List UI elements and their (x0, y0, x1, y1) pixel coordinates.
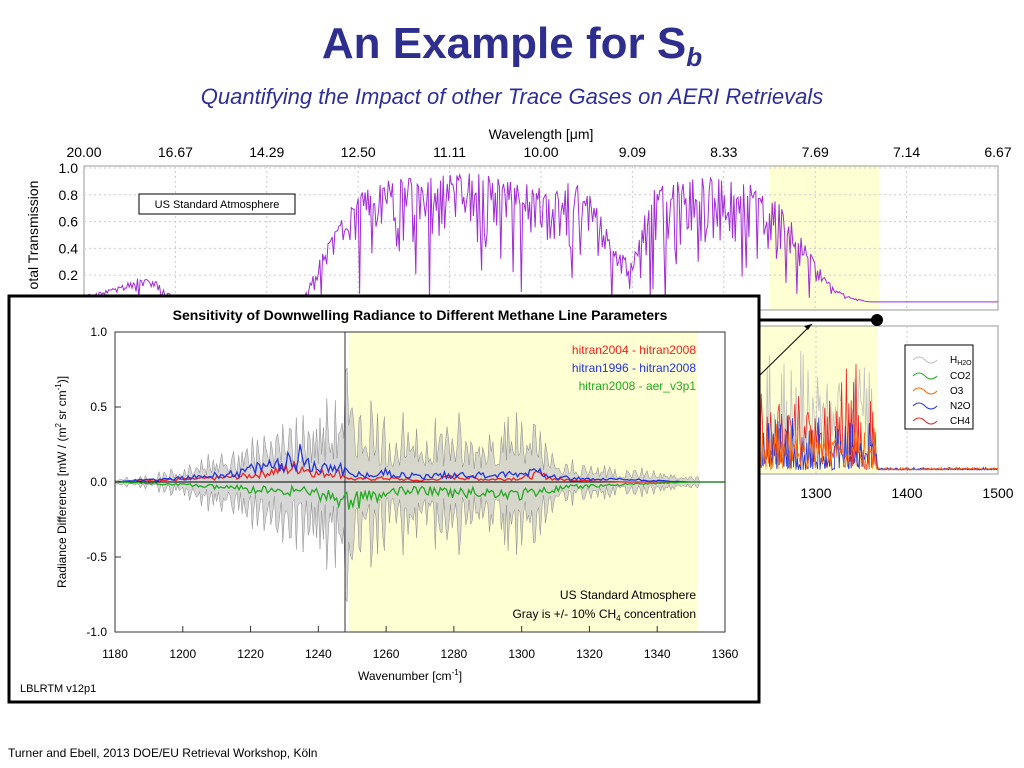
legend-swatch-o3 (912, 387, 938, 395)
inset-xlabel: Wavenumber [cm-1] (358, 668, 462, 683)
top-panel: Wavelength [μm] 20.00 16.67 14.29 12.50 11.1… (25, 126, 1012, 311)
pointer-arrow (759, 323, 813, 376)
top-tick-4: 11.11 (433, 144, 466, 160)
inset-xtick-1220: 1220 (237, 647, 264, 661)
top-tick-3: 12.50 (341, 144, 376, 160)
inset-title: Sensitivity of Downwelling Radiance to D… (173, 307, 668, 323)
inset-series-0 (115, 459, 725, 483)
top-ytick-0: 1.0 (59, 160, 79, 176)
inset-xtick-1300: 1300 (508, 647, 535, 661)
inset-ytick-4: -1.0 (86, 625, 107, 639)
top-ylabel: otal Transmission (25, 181, 41, 290)
inset-legend-hitran2004: hitran2004 - hitran2008 (572, 343, 696, 357)
inset-series-2 (114, 481, 725, 510)
top-y-ticks: 1.0 0.8 0.6 0.4 0.2 (59, 160, 79, 283)
top-tick-9: 7.14 (893, 144, 920, 160)
right-line-o3 (759, 424, 998, 471)
top-ytick-4: 0.2 (59, 267, 79, 283)
inset-legend-aer: hitran2008 - aer_v3p1 (579, 379, 697, 393)
legend-n2o: N2O (950, 401, 971, 412)
inset-xtick-1280: 1280 (441, 647, 468, 661)
gas-legend-box (904, 344, 974, 430)
inset-ytick-1: 0.5 (90, 400, 107, 414)
slide-footer: Turner and Ebell, 2013 DOE/EU Retrieval … (8, 746, 318, 760)
inset-ytick-2: 0.0 (90, 475, 107, 489)
top-ytick-3: 0.4 (59, 240, 79, 256)
legend-swatch-n2o (912, 402, 938, 410)
legend-co2: CO2 (950, 371, 971, 382)
slide-title: An Example for Sb (0, 18, 1024, 83)
right-line-n2o (759, 415, 998, 471)
legend-swatch-h2o (912, 356, 938, 364)
top-tick-7: 8.33 (710, 144, 737, 160)
top-annotation-box (138, 193, 296, 215)
top-ytick-2: 0.6 (59, 214, 79, 230)
legend-swatch-ch4 (912, 417, 938, 425)
gas-legend: HH2O CO2 O3 N2O CH4 (904, 344, 974, 430)
inset-annotation-atmosphere: US Standard Atmosphere (560, 588, 696, 602)
right-panel: 1300 1400 1500 HH2O CO2 O3 N2O CH4 (742, 314, 1014, 501)
inset-series-1 (114, 444, 725, 483)
top-ytick-1: 0.8 (59, 187, 79, 203)
top-wavelength-ticks: 20.00 16.67 14.29 12.50 11.11 10.00 9.09 8.33 7.… (66, 144, 1011, 160)
inset-series (114, 444, 725, 510)
top-tick-8: 7.69 (802, 144, 829, 160)
slide-subtitle: Quantifying the Impact of other Trace Ga… (200, 84, 824, 109)
inset-ylabel: Radiance Difference [mW / (m2 sr cm-1)] (54, 376, 69, 588)
right-gas-lines (759, 350, 998, 471)
inset-x-ticks: 1180 1200 1220 1240 1260 1280 1300 1320 1340 1360 (102, 626, 739, 661)
inset-xtick-1180: 1180 (102, 647, 128, 661)
inset-xtick-1260: 1260 (373, 647, 400, 661)
legend-swatch-co2 (912, 372, 938, 380)
top-tick-6: 9.09 (619, 144, 646, 160)
title-subscript: b (686, 42, 703, 72)
inset-y-ticks: 1.0 0.5 0.0 -0.5 -1.0 (86, 325, 121, 639)
inset-panel: Sensitivity of Downwelling Radiance to D… (7, 294, 761, 704)
legend-ch4: CH4 (950, 416, 970, 427)
top-tick-2: 14.29 (249, 144, 284, 160)
inset-ytick-0: 1.0 (90, 325, 107, 339)
range-bracket-dot (871, 314, 883, 326)
legend-o3: O3 (950, 386, 964, 397)
top-tick-0: 20.00 (66, 144, 101, 160)
right-xtick-1500: 1500 (982, 485, 1013, 501)
inset-xtick-1360: 1360 (712, 647, 739, 661)
top-highlight-band (769, 166, 880, 310)
right-xtick-1300: 1300 (800, 485, 831, 501)
inset-ytick-3: -0.5 (86, 550, 107, 564)
pointer-arrow-head (804, 324, 812, 330)
inset-xtick-1320: 1320 (576, 647, 603, 661)
inset-footer-label: LBLRTM v12p1 (20, 683, 96, 695)
inset-legend-hitran1996: hitran1996 - hitran2008 (572, 361, 696, 375)
title-main: An Example for S (321, 19, 687, 68)
top-tick-1: 16.67 (158, 144, 193, 160)
inset-xtick-1340: 1340 (644, 647, 671, 661)
right-xtick-1400: 1400 (891, 485, 922, 501)
top-grid (84, 166, 998, 310)
inset-xtick-1200: 1200 (169, 647, 196, 661)
top-annotation: US Standard Atmosphere (155, 199, 280, 211)
top-tick-10: 6.67 (984, 144, 1011, 160)
inset-xtick-1240: 1240 (305, 647, 332, 661)
inset-annotation-gray: Gray is +/- 10% CH4 concentration (512, 607, 696, 623)
top-tick-5: 10.00 (523, 144, 558, 160)
top-xlabel: Wavelength [μm] (489, 126, 594, 142)
